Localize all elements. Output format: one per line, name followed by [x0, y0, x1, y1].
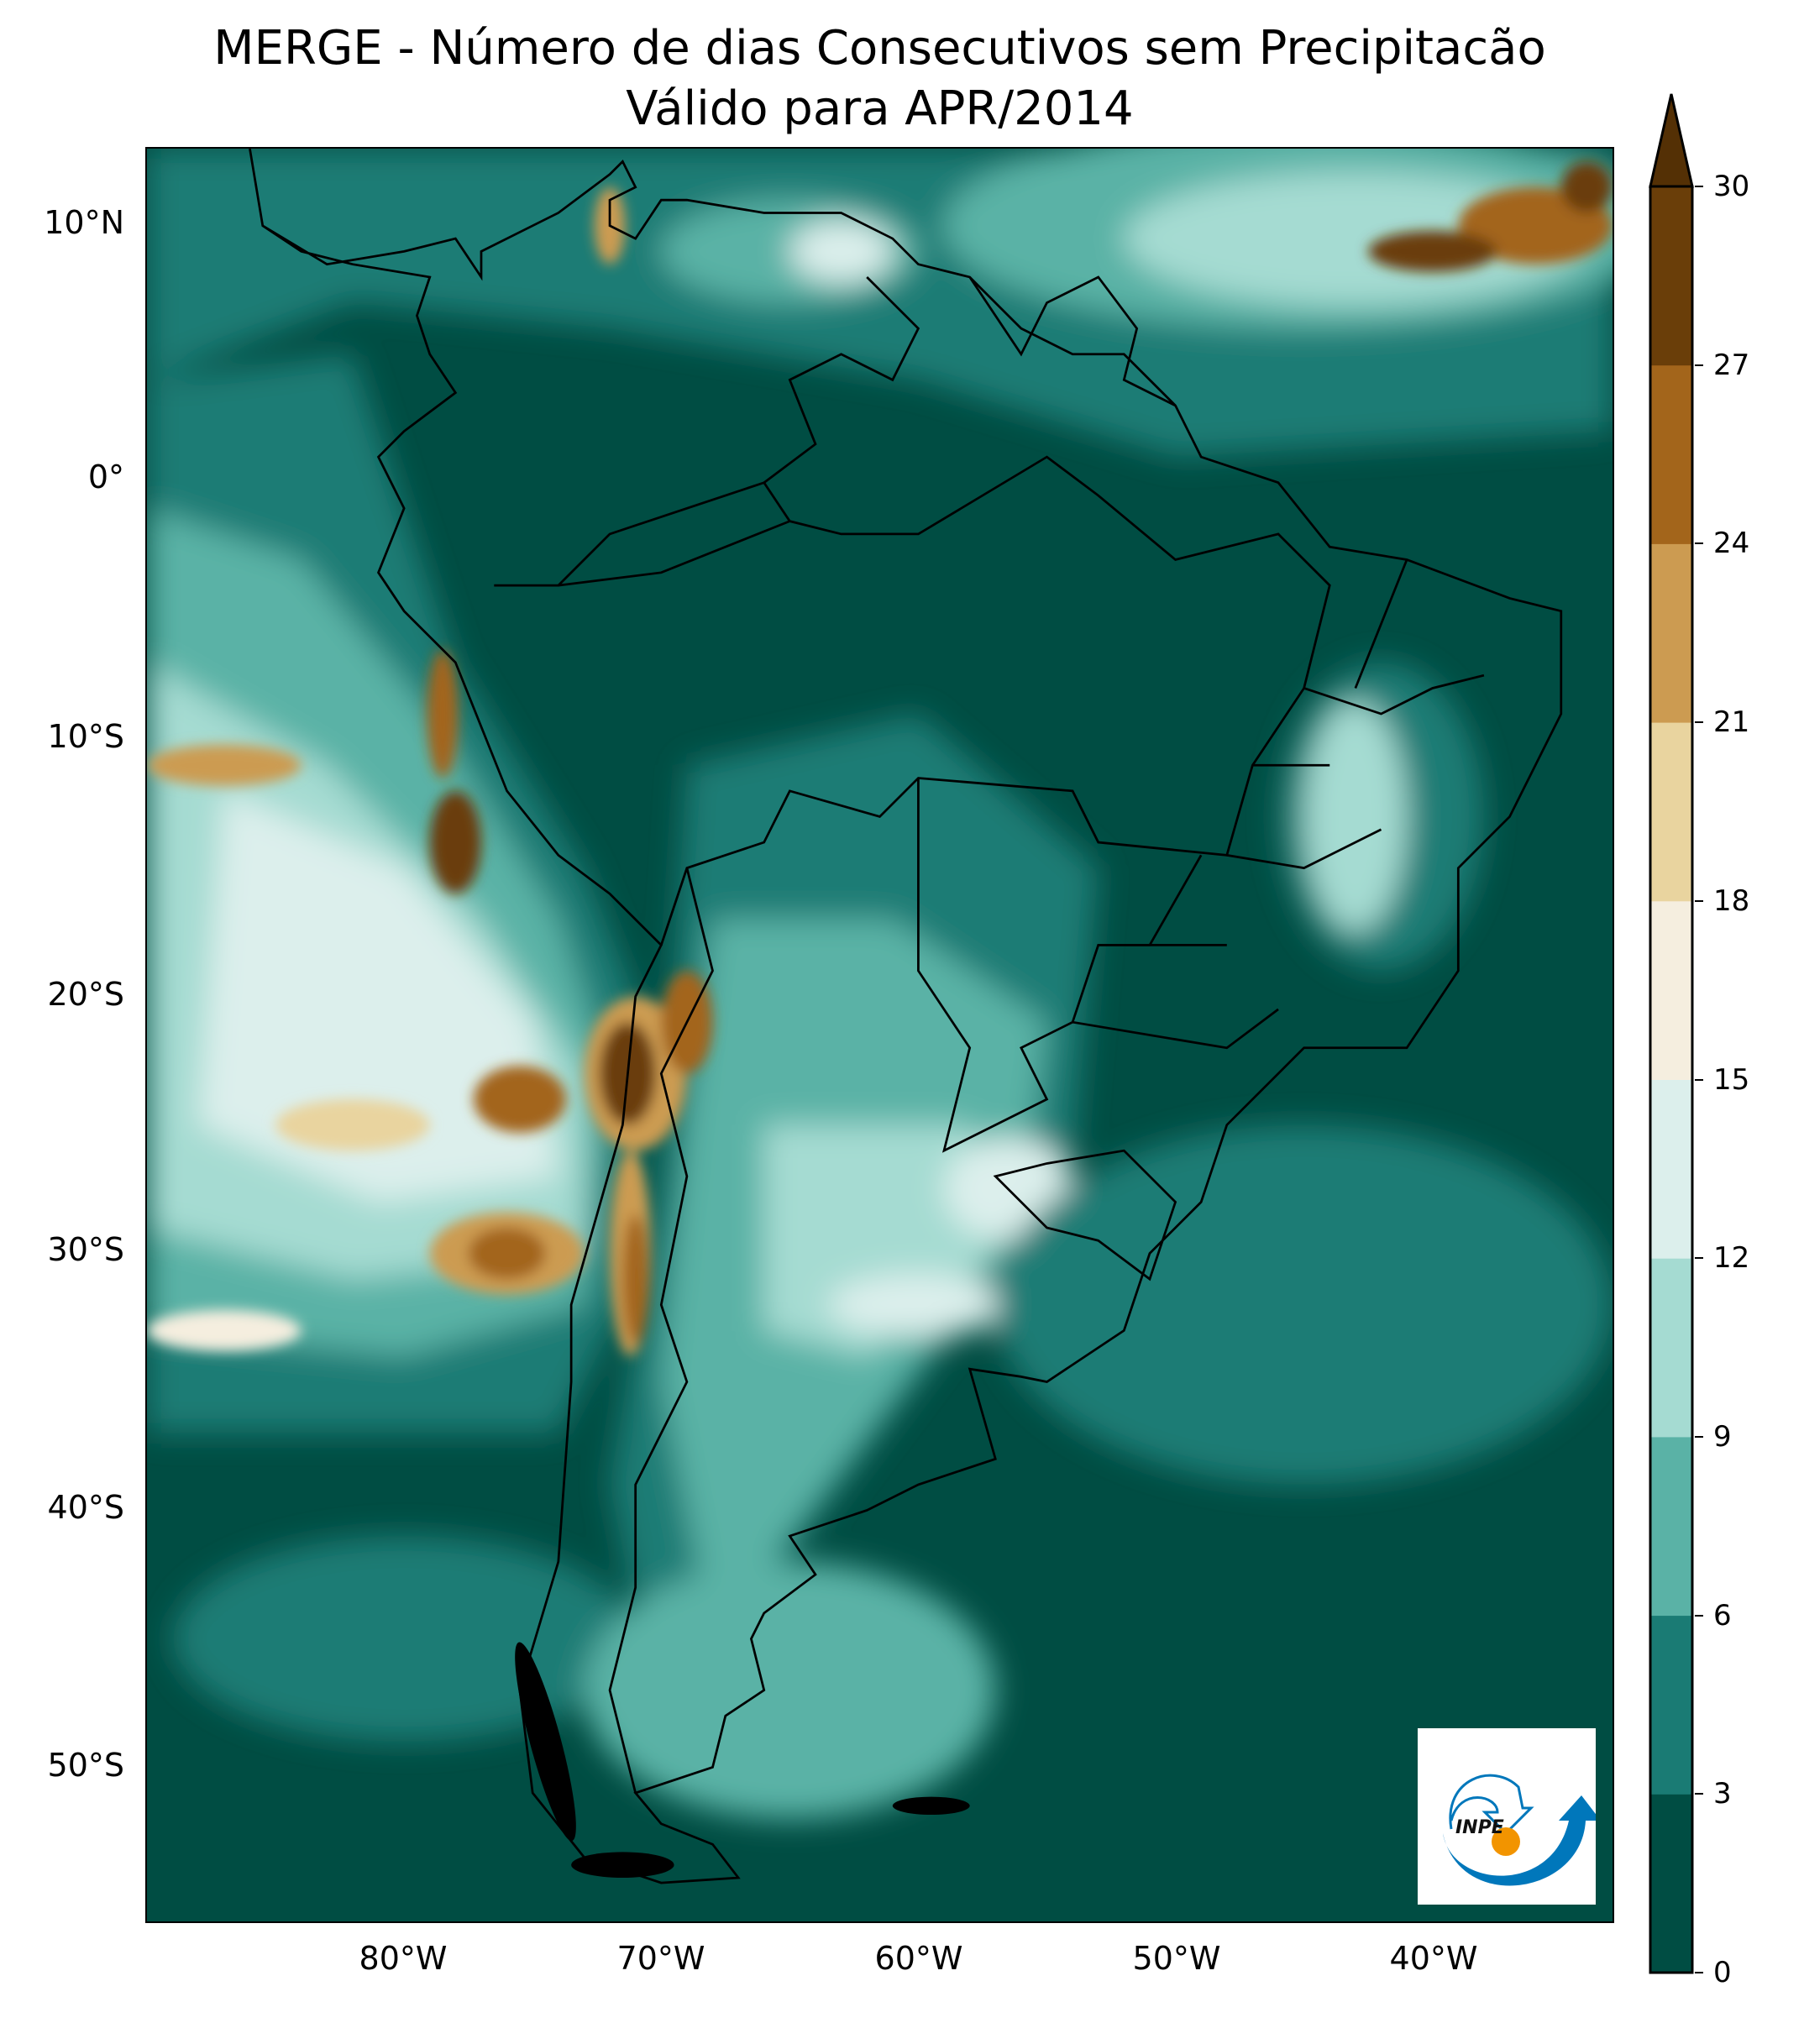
colorbar-segment — [1650, 1794, 1692, 1973]
lat-label-10s: 10°S — [47, 718, 124, 755]
colorbar-tick — [1695, 364, 1703, 366]
colorbar-tick — [1695, 899, 1703, 902]
lat-label-40s: 40°S — [47, 1489, 124, 1526]
lat-label-30s: 30°S — [47, 1231, 124, 1268]
colorbar-tick-label: 0 — [1713, 1956, 1732, 1989]
lat-label-10n: 10°N — [44, 204, 124, 241]
inpe-logo-text: INPE — [1455, 1817, 1504, 1838]
colorbar-segment — [1650, 1436, 1692, 1617]
colorbar-segment — [1650, 186, 1692, 366]
colorbar-tick-label: 24 — [1713, 527, 1750, 561]
colorbar-segment — [1650, 1079, 1692, 1259]
coastline-and-borders — [249, 149, 1563, 1884]
lat-label-20s: 20°S — [47, 976, 124, 1013]
inpe-logo: INPE — [1418, 1728, 1601, 1905]
colorbar-tick — [1695, 186, 1703, 187]
colorbar-tick — [1695, 1972, 1703, 1973]
lon-label-40w: 40°W — [1389, 1940, 1478, 1977]
colorbar-tick-label: 30 — [1713, 170, 1750, 203]
colorbar-segment — [1650, 364, 1692, 544]
colorbar-frame — [1649, 185, 1694, 1974]
field-layer — [147, 149, 1613, 1819]
colorbar-segment — [1650, 722, 1692, 902]
lat-label-50s: 50°S — [47, 1747, 124, 1784]
precipitation-map — [145, 147, 1614, 1923]
lon-label-80w: 80°W — [359, 1940, 448, 1977]
colorbar-segment — [1650, 1615, 1692, 1795]
colorbar-tick-label: 12 — [1713, 1241, 1750, 1276]
colorbar-tick — [1695, 721, 1703, 724]
colorbar-tick — [1695, 1257, 1703, 1260]
map-canvas — [147, 149, 1613, 1921]
colorbar-tick — [1695, 1078, 1703, 1081]
colorbar-tick-label: 27 — [1713, 348, 1750, 382]
colorbar-tick — [1695, 542, 1703, 545]
map-subtitle: Válido para APR/2014 — [626, 81, 1134, 136]
colorbar-segment — [1650, 1258, 1692, 1438]
lon-label-60w: 60°W — [874, 1940, 963, 1977]
colorbar-tick — [1695, 1614, 1703, 1617]
colorbar-tick-label: 15 — [1713, 1062, 1750, 1097]
colorbar-tick-label: 18 — [1713, 883, 1750, 918]
colorbar-extend-arrow — [1649, 93, 1694, 188]
lat-label-0: 0° — [87, 459, 124, 495]
lon-label-70w: 70°W — [616, 1940, 705, 1977]
patagonia-islands — [515, 1642, 970, 1878]
colorbar — [1649, 93, 1694, 1974]
lon-label-50w: 50°W — [1132, 1940, 1221, 1977]
colorbar-tick-label: 3 — [1713, 1777, 1732, 1811]
colorbar-segment — [1650, 900, 1692, 1080]
colorbar-tick — [1695, 1793, 1703, 1795]
map-title: MERGE - Número de dias Consecutivos sem … — [213, 21, 1546, 76]
colorbar-segment — [1650, 543, 1692, 723]
colorbar-tick — [1695, 1435, 1703, 1438]
colorbar-tick-label: 6 — [1713, 1598, 1732, 1633]
colorbar-tick-label: 9 — [1713, 1419, 1732, 1454]
inpe-logo-graphic: INPE — [1443, 1774, 1601, 1886]
colorbar-tick-label: 21 — [1713, 705, 1750, 740]
